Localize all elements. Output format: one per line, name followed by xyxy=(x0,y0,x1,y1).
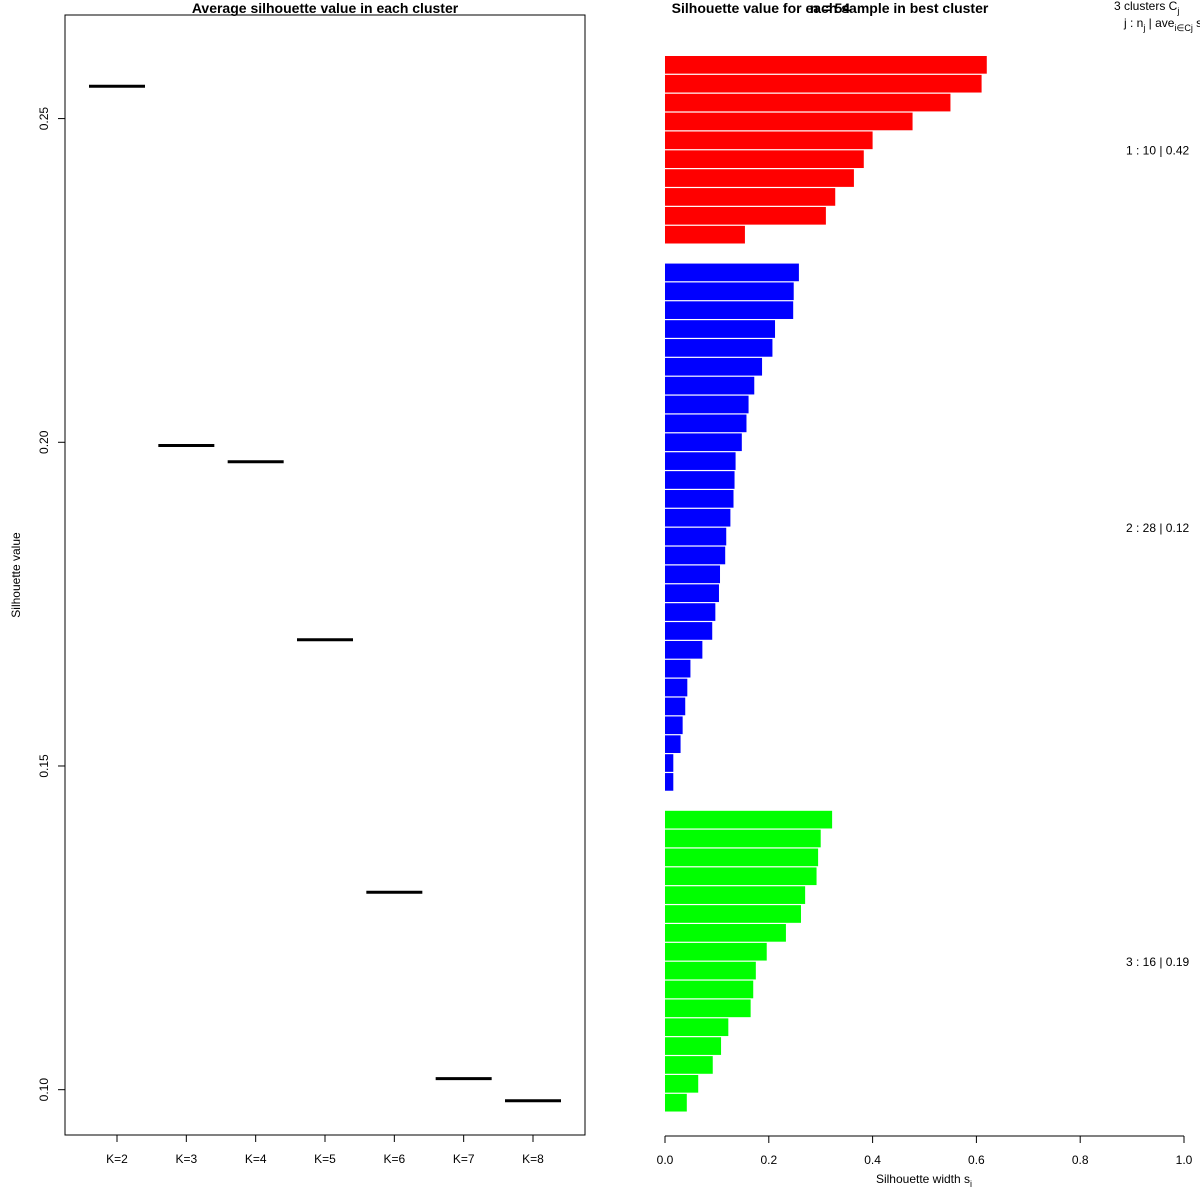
silhouette-bar xyxy=(665,1018,729,1037)
right-panel: n = 54 Silhouette value for each sample … xyxy=(657,0,1200,1189)
silhouette-bar xyxy=(665,74,982,93)
silhouette-bar xyxy=(665,886,806,904)
silhouette-bar xyxy=(665,980,754,999)
right-x-tick-label: 0.4 xyxy=(864,1153,881,1167)
silhouette-bar xyxy=(665,433,742,452)
silhouette-bar xyxy=(665,810,833,829)
silhouette-bar xyxy=(665,206,826,225)
silhouette-bar xyxy=(665,848,819,867)
silhouette-bar xyxy=(665,357,763,376)
silhouette-bar xyxy=(665,150,864,169)
silhouette-bar xyxy=(665,471,735,489)
silhouette-bar xyxy=(665,565,721,584)
silhouette-bar xyxy=(665,659,691,678)
left-x-tick-label: K=2 xyxy=(106,1152,128,1166)
left-plot-frame xyxy=(64,14,586,1136)
left-x-tick-label: K=8 xyxy=(522,1152,544,1166)
left-x-tick-label: K=4 xyxy=(245,1152,267,1166)
cluster-label: 1 : 10 | 0.42 xyxy=(1126,143,1189,157)
left-y-tick-label: 0.15 xyxy=(37,754,51,778)
legend-header-line2: j : nj | avei∈Cj si xyxy=(1123,16,1200,33)
silhouette-bar xyxy=(665,225,745,244)
silhouette-bar xyxy=(665,640,703,659)
silhouette-bar xyxy=(665,301,794,319)
silhouette-bar xyxy=(665,829,821,848)
silhouette-bar xyxy=(665,395,749,414)
right-x-axis-label: Silhouette width si xyxy=(876,1172,972,1189)
left-y-tick-label: 0.10 xyxy=(37,1078,51,1102)
right-x-tick-label: 0.0 xyxy=(657,1153,674,1167)
silhouette-bar xyxy=(665,867,817,886)
silhouette-bar xyxy=(665,905,801,923)
left-x-tick-label: K=5 xyxy=(314,1152,336,1166)
left-x-tick-label: K=7 xyxy=(453,1152,475,1166)
silhouette-bar xyxy=(665,1037,722,1055)
cluster-label: 3 : 16 | 0.19 xyxy=(1126,955,1189,969)
right-x-tick-label: 0.6 xyxy=(968,1153,985,1167)
silhouette-bar xyxy=(665,320,776,338)
silhouette-bar xyxy=(665,942,767,961)
silhouette-bar xyxy=(665,678,688,697)
silhouette-bar xyxy=(665,508,731,527)
right-bars xyxy=(665,56,987,1112)
silhouette-bar xyxy=(665,603,716,621)
silhouette-bar xyxy=(665,490,734,508)
silhouette-bar xyxy=(665,376,755,395)
left-y-tick-label: 0.25 xyxy=(37,107,51,131)
silhouette-bar xyxy=(665,584,719,603)
silhouette-bar xyxy=(665,999,751,1018)
left-data-marks xyxy=(89,84,561,1103)
silhouette-bar xyxy=(665,735,681,753)
silhouette-bar xyxy=(665,112,913,131)
silhouette-bar xyxy=(665,773,674,791)
silhouette-bar xyxy=(665,924,786,942)
left-panel: Average silhouette value in each cluster… xyxy=(9,0,586,1166)
silhouette-bar xyxy=(665,169,854,187)
silhouette-bar xyxy=(665,622,713,640)
silhouette-bar xyxy=(665,527,727,546)
right-chart-subtitle: n = 54 xyxy=(810,0,850,16)
right-x-tick-label: 1.0 xyxy=(1176,1153,1193,1167)
silhouette-bar xyxy=(665,93,951,112)
silhouette-bar xyxy=(665,546,726,565)
legend-header-line1: 3 clusters Cj xyxy=(1114,0,1179,16)
left-x-tick-label: K=3 xyxy=(175,1152,197,1166)
left-y-axis: 0.10 0.15 0.20 0.25 xyxy=(37,107,65,1102)
silhouette-bar xyxy=(665,263,799,282)
silhouette-bar xyxy=(665,282,794,301)
left-y-axis-label: Silhouette value xyxy=(9,532,23,618)
cluster-label: 2 : 28 | 0.12 xyxy=(1126,521,1189,535)
right-x-axis: 0.0 0.2 0.4 0.6 0.8 1.0 xyxy=(657,1135,1193,1167)
silhouette-bar xyxy=(665,56,987,74)
left-chart-title: Average silhouette value in each cluster xyxy=(192,0,459,16)
right-chart-title: Silhouette value for each sample in best… xyxy=(672,0,989,16)
silhouette-bar xyxy=(665,754,674,772)
right-cluster-labels: 1 : 10 | 0.42 2 : 28 | 0.12 3 : 16 | 0.19 xyxy=(1126,143,1189,968)
silhouette-bar xyxy=(665,1093,687,1112)
silhouette-bar xyxy=(665,452,736,470)
silhouette-bar xyxy=(665,414,747,433)
right-x-tick-label: 0.8 xyxy=(1072,1153,1089,1167)
left-y-tick-label: 0.20 xyxy=(37,430,51,454)
silhouette-bar xyxy=(665,339,773,357)
left-x-axis: K=2 K=3 K=4 K=5 K=6 K=7 K=8 xyxy=(106,1135,544,1166)
silhouette-bar xyxy=(665,1056,713,1074)
silhouette-bar xyxy=(665,961,756,980)
silhouette-bar xyxy=(665,188,836,206)
right-x-tick-label: 0.2 xyxy=(760,1153,777,1167)
silhouette-bar xyxy=(665,1074,699,1093)
silhouette-bar xyxy=(665,131,873,150)
left-x-tick-label: K=6 xyxy=(383,1152,405,1166)
silhouette-bar xyxy=(665,716,683,735)
silhouette-bar xyxy=(665,697,686,716)
